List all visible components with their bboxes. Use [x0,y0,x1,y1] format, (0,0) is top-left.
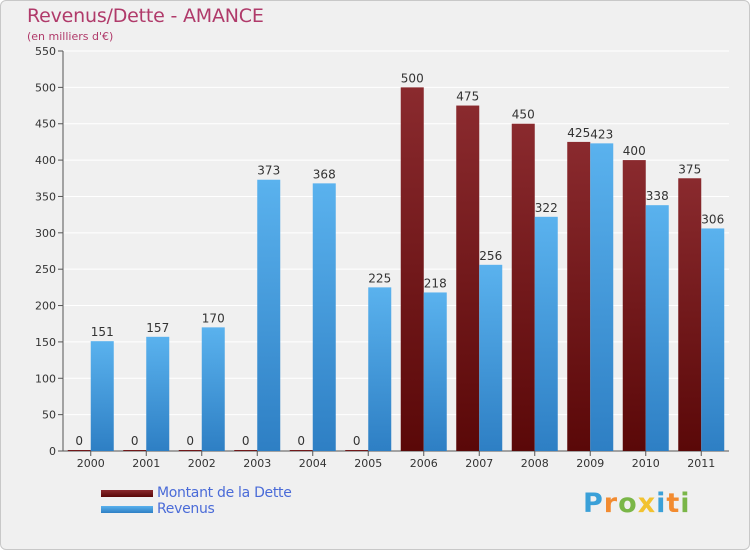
chart-subtitle: (en milliers d'€) [27,30,114,43]
bar-dette [456,105,480,451]
bar-dette [622,160,646,451]
logo-letter: r [603,488,619,519]
x-tick-label: 2004 [299,457,327,470]
data-label-dette: 0 [186,434,194,448]
y-tick-label: 0 [49,445,56,458]
grid-layer [58,50,729,456]
bar-dette [234,450,258,451]
bar-dette [567,141,591,451]
plot-area [63,51,729,451]
data-label-revenus: 218 [424,276,447,290]
y-tick-label: 550 [35,45,56,58]
bar-revenus [479,264,503,451]
y-tick-label: 300 [35,227,56,240]
x-tick-label: 2005 [354,457,382,470]
data-label-revenus: 368 [313,167,336,181]
bars-layer [67,87,725,452]
legend-label-dette: Montant de la Dette [157,485,292,501]
bar-dette [678,178,702,452]
y-tick-label: 450 [35,118,56,131]
data-label-dette: 0 [297,434,305,448]
y-tick-label: 350 [35,190,56,203]
logo-letter: i [680,488,691,519]
legend-swatch-revenus [101,505,153,513]
bar-revenus [368,287,392,451]
logo-letter: x [637,488,657,519]
bar-revenus [534,216,558,451]
bar-revenus [312,183,336,451]
x-tick-label: 2000 [77,457,105,470]
data-label-dette: 450 [512,108,535,122]
x-tick-label: 2008 [521,457,549,470]
bar-revenus [90,341,114,451]
x-tick-label: 2009 [576,457,604,470]
legend-item-dette: Montant de la Dette [101,485,292,501]
logo-letter: t [666,488,681,519]
bar-revenus [701,228,725,451]
data-label-dette: 400 [623,144,646,158]
x-tick-label: 2007 [465,457,493,470]
data-label-revenus: 151 [91,325,114,339]
x-tick-label: 2011 [687,457,715,470]
bar-dette [511,123,535,452]
data-label-revenus: 170 [202,311,225,325]
y-tick-label: 150 [35,336,56,349]
data-label-dette: 0 [242,434,250,448]
data-label-dette: 0 [131,434,139,448]
bar-revenus [257,179,281,451]
proxiti-logo: Proxiti [583,488,691,519]
bar-revenus [423,292,447,451]
y-tick-label: 50 [42,409,56,422]
data-label-revenus: 306 [701,212,724,226]
bar-dette [289,450,313,451]
data-label-dette: 0 [75,434,83,448]
legend-item-revenus: Revenus [101,501,292,517]
y-tick-label: 100 [35,372,56,385]
legend-label-revenus: Revenus [157,501,215,517]
data-label-revenus: 322 [535,201,558,215]
x-tick-label: 2002 [188,457,216,470]
y-tick-label: 400 [35,154,56,167]
bar-revenus [146,336,170,451]
legend-swatch-dette [101,489,153,497]
data-label-dette: 375 [678,162,701,176]
x-tick-label: 2006 [410,457,438,470]
data-label-revenus: 256 [479,249,502,263]
logo-letter: o [618,488,638,519]
bar-dette [400,87,424,451]
bar-revenus [590,143,614,451]
legend: Montant de la Dette Revenus [101,485,292,517]
data-label-dette: 475 [456,90,479,104]
data-label-revenus: 225 [368,271,391,285]
labels-layer: 0 50 100 150 200 250 300 350 400 450 500 550 2000 0 15… [35,45,724,470]
bar-dette [67,450,91,451]
y-tick-label: 500 [35,81,56,94]
data-label-dette: 500 [401,71,424,85]
y-tick-label: 200 [35,300,56,313]
bar-revenus [201,327,225,451]
bar-revenus [645,205,669,451]
bar-dette [345,450,369,451]
x-tick-label: 2001 [132,457,160,470]
bar-dette [123,450,147,451]
x-tick-label: 2010 [632,457,660,470]
chart-title: Revenus/Dette - AMANCE [27,5,264,27]
data-label-revenus: 423 [590,127,613,141]
data-label-revenus: 157 [146,321,169,335]
data-label-revenus: 373 [257,164,280,178]
bar-dette [178,450,202,451]
data-label-dette: 0 [353,434,361,448]
logo-letter: i [656,488,667,519]
data-label-dette: 425 [567,126,590,140]
x-tick-label: 2003 [243,457,271,470]
data-label-revenus: 338 [646,189,669,203]
logo-letter: P [583,488,604,519]
y-tick-label: 250 [35,263,56,276]
